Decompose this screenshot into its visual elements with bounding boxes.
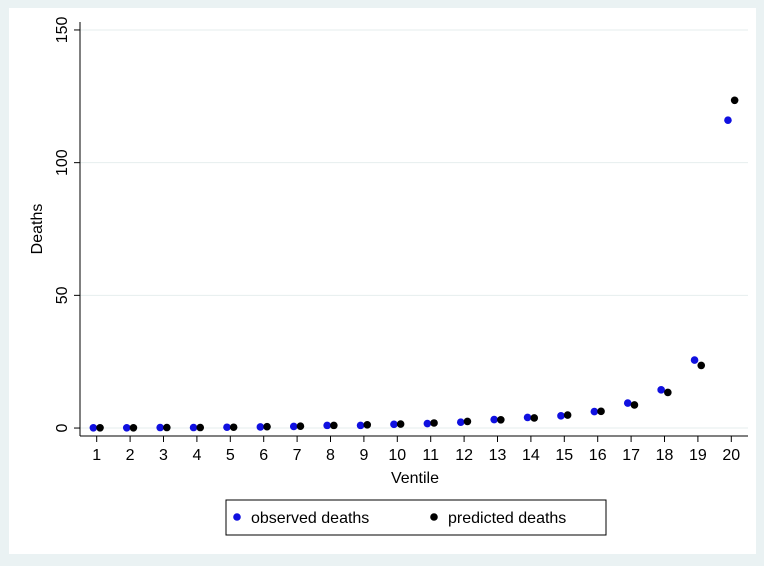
- predicted-point-10: [396, 420, 405, 428]
- legend-marker-predicted: [430, 513, 438, 521]
- predicted-point-1: [96, 423, 104, 432]
- x-tick-label-2: 3: [159, 447, 168, 464]
- legend-label-predicted: predicted deaths: [448, 510, 566, 527]
- observed-point-1: [89, 423, 98, 432]
- x-tick-label-10: 11: [422, 447, 439, 464]
- marks-layer: [89, 96, 739, 432]
- y-tick-label-1: 50: [54, 286, 71, 304]
- y-tick-label-3: 150: [54, 17, 71, 44]
- predicted-point-9: [363, 421, 372, 429]
- observed-point-13: [490, 415, 498, 424]
- predicted-point-7: [296, 422, 305, 430]
- legend-marker-observed: [233, 513, 241, 521]
- observed-point-2: [122, 423, 131, 432]
- observed-point-19: [690, 356, 699, 364]
- observed-point-7: [289, 422, 298, 431]
- legend-box: [225, 499, 607, 536]
- observed-point-16: [590, 407, 599, 416]
- figure-area: [9, 8, 756, 554]
- y-tick-label-0: 0: [54, 423, 71, 432]
- observed-point-6: [256, 423, 265, 431]
- x-tick-label-19: 20: [722, 447, 740, 464]
- observed-point-12: [456, 418, 465, 427]
- observed-point-5: [223, 423, 231, 432]
- y-axis-label: Deaths: [29, 204, 46, 255]
- x-tick-label-17: 18: [656, 447, 674, 464]
- x-tick-label-4: 5: [226, 447, 235, 464]
- x-tick-label-13: 14: [522, 447, 540, 464]
- x-tick-label-8: 9: [359, 447, 368, 464]
- observed-point-9: [356, 421, 365, 430]
- predicted-point-13: [497, 416, 505, 424]
- observed-point-17: [623, 399, 632, 407]
- predicted-point-15: [563, 411, 572, 419]
- predicted-point-12: [463, 417, 472, 426]
- y-tick-label-2: 100: [54, 149, 71, 176]
- x-tick-label-16: 17: [622, 447, 640, 464]
- x-tick-label-7: 8: [326, 447, 335, 464]
- predicted-point-4: [196, 423, 205, 432]
- x-tick-label-14: 15: [555, 447, 573, 464]
- observed-point-3: [156, 423, 164, 432]
- predicted-point-19: [697, 361, 706, 370]
- x-tick-label-11: 12: [455, 447, 473, 464]
- legend: observed deaths predicted deaths: [225, 499, 607, 536]
- x-tick-label-6: 7: [293, 447, 302, 464]
- observed-point-11: [423, 419, 432, 428]
- observed-point-10: [390, 420, 398, 429]
- predicted-point-8: [330, 421, 338, 430]
- x-tick-label-15: 16: [589, 447, 607, 464]
- predicted-point-6: [263, 422, 271, 431]
- predicted-point-3: [163, 423, 171, 432]
- x-axis-label: Ventile: [391, 470, 439, 487]
- predicted-point-16: [597, 407, 605, 416]
- predicted-point-11: [430, 419, 438, 427]
- x-tick-label-3: 4: [192, 447, 201, 464]
- observed-point-14: [523, 413, 532, 422]
- observed-point-15: [557, 412, 565, 420]
- x-tick-label-1: 2: [126, 447, 135, 464]
- predicted-point-20: [730, 96, 739, 105]
- x-tick-label-18: 19: [689, 447, 707, 464]
- x-tick-label-5: 6: [259, 447, 268, 464]
- x-tick-label-0: 1: [92, 447, 101, 464]
- observed-point-8: [323, 421, 331, 430]
- x-tick-label-9: 10: [388, 447, 406, 464]
- observed-point-20: [724, 116, 732, 124]
- observed-point-4: [189, 423, 198, 432]
- predicted-point-17: [630, 401, 639, 409]
- predicted-point-5: [229, 423, 238, 432]
- observed-point-18: [657, 386, 665, 394]
- predicted-point-2: [129, 423, 138, 432]
- legend-label-observed: observed deaths: [251, 510, 369, 527]
- predicted-point-14: [530, 414, 539, 422]
- predicted-point-18: [664, 388, 672, 397]
- x-tick-label-12: 13: [489, 447, 507, 464]
